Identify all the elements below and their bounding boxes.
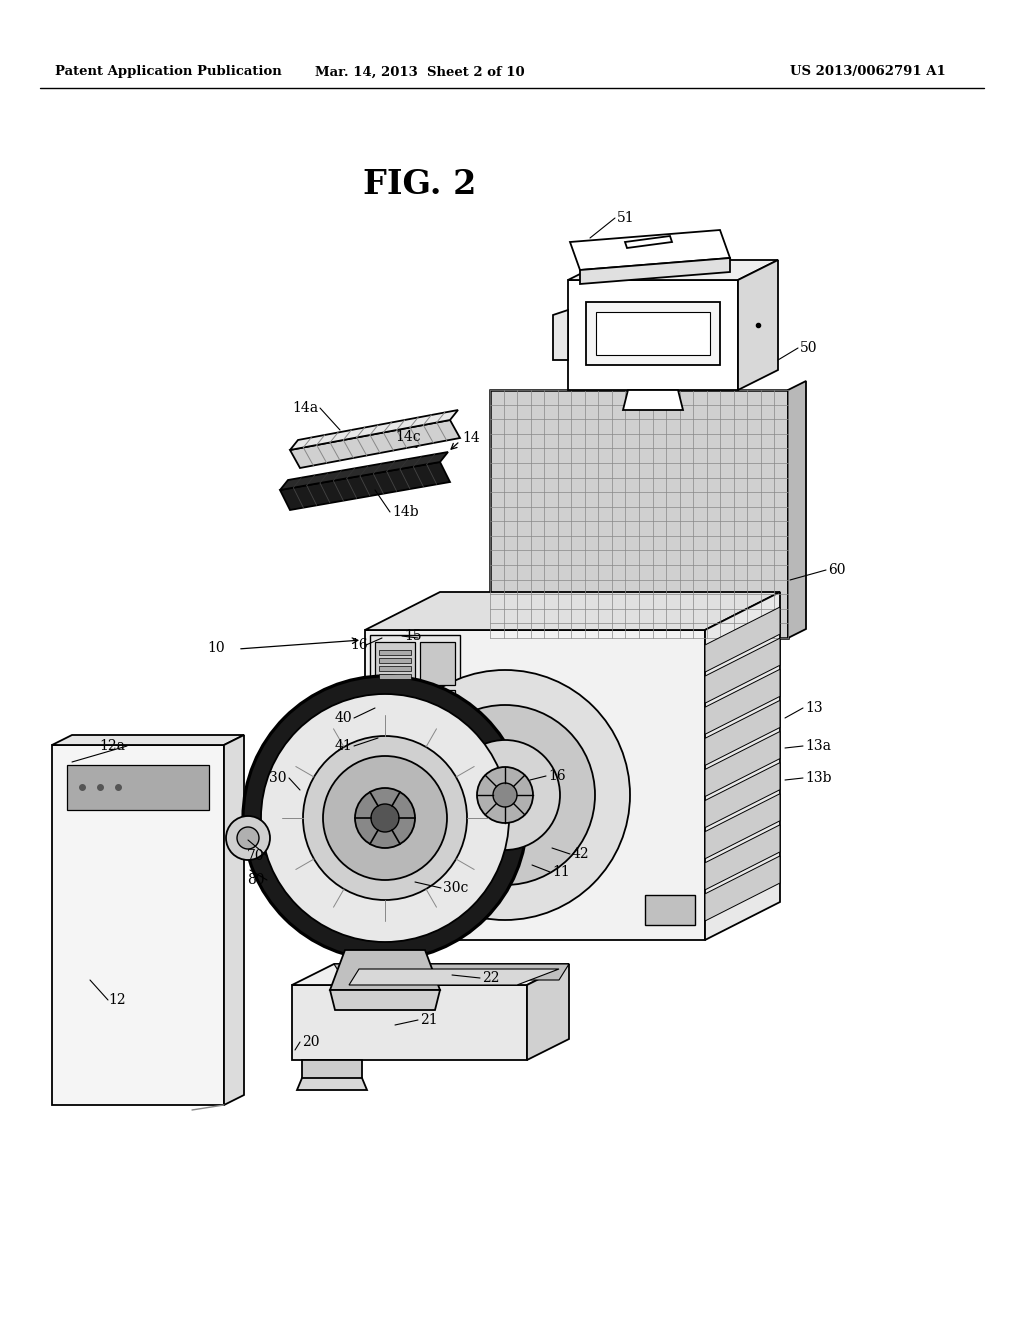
Circle shape bbox=[450, 741, 560, 850]
Text: 22: 22 bbox=[482, 972, 500, 985]
Text: 41: 41 bbox=[334, 739, 352, 752]
Polygon shape bbox=[705, 669, 780, 734]
Polygon shape bbox=[290, 411, 458, 450]
Polygon shape bbox=[292, 985, 527, 1060]
Polygon shape bbox=[705, 825, 780, 890]
Circle shape bbox=[261, 694, 509, 942]
Polygon shape bbox=[738, 260, 778, 389]
Polygon shape bbox=[365, 591, 780, 630]
Text: 10: 10 bbox=[208, 642, 225, 655]
Circle shape bbox=[226, 816, 270, 861]
Text: 13: 13 bbox=[805, 701, 822, 715]
Polygon shape bbox=[553, 310, 568, 360]
Polygon shape bbox=[705, 763, 780, 828]
Polygon shape bbox=[379, 657, 411, 663]
Text: 51: 51 bbox=[617, 211, 635, 224]
Polygon shape bbox=[297, 1078, 367, 1090]
Circle shape bbox=[323, 756, 447, 880]
Polygon shape bbox=[67, 766, 209, 810]
Text: 15: 15 bbox=[404, 630, 422, 643]
Polygon shape bbox=[705, 731, 780, 796]
Text: 14: 14 bbox=[462, 432, 480, 445]
Text: US 2013/0062791 A1: US 2013/0062791 A1 bbox=[790, 66, 946, 78]
Polygon shape bbox=[705, 793, 780, 859]
Text: 20: 20 bbox=[302, 1035, 319, 1049]
Circle shape bbox=[355, 788, 415, 847]
Polygon shape bbox=[568, 280, 738, 389]
Polygon shape bbox=[420, 642, 455, 685]
Text: 80: 80 bbox=[248, 873, 265, 887]
Text: 14a: 14a bbox=[292, 401, 318, 414]
Polygon shape bbox=[52, 735, 244, 744]
Polygon shape bbox=[52, 744, 224, 1105]
Text: 21: 21 bbox=[420, 1012, 437, 1027]
Text: 30: 30 bbox=[269, 771, 287, 785]
Text: 16: 16 bbox=[548, 770, 565, 783]
Polygon shape bbox=[705, 607, 780, 672]
Text: FIG. 2: FIG. 2 bbox=[364, 169, 477, 202]
Polygon shape bbox=[586, 302, 720, 366]
Circle shape bbox=[243, 676, 527, 960]
Polygon shape bbox=[302, 1060, 362, 1082]
Text: 11: 11 bbox=[552, 865, 569, 879]
Polygon shape bbox=[334, 964, 569, 979]
Polygon shape bbox=[420, 690, 455, 744]
Text: 50: 50 bbox=[800, 341, 817, 355]
Polygon shape bbox=[645, 895, 695, 925]
Polygon shape bbox=[280, 462, 450, 510]
Text: 60: 60 bbox=[828, 564, 846, 577]
Text: 12a: 12a bbox=[99, 739, 125, 752]
Polygon shape bbox=[527, 964, 569, 1060]
Circle shape bbox=[371, 804, 399, 832]
Text: 30c: 30c bbox=[443, 880, 468, 895]
Polygon shape bbox=[705, 701, 780, 766]
Polygon shape bbox=[280, 451, 449, 490]
Polygon shape bbox=[623, 389, 683, 411]
Text: 12: 12 bbox=[108, 993, 126, 1007]
Polygon shape bbox=[379, 667, 411, 671]
Polygon shape bbox=[224, 735, 244, 1105]
Polygon shape bbox=[705, 638, 780, 704]
Polygon shape bbox=[365, 630, 705, 940]
Circle shape bbox=[237, 828, 259, 849]
Polygon shape bbox=[490, 389, 788, 638]
Text: 40: 40 bbox=[335, 711, 352, 725]
Text: 13a: 13a bbox=[805, 739, 831, 752]
Circle shape bbox=[477, 767, 534, 822]
Polygon shape bbox=[705, 591, 780, 940]
Polygon shape bbox=[705, 855, 780, 921]
Text: Patent Application Publication: Patent Application Publication bbox=[55, 66, 282, 78]
Polygon shape bbox=[330, 950, 440, 990]
Circle shape bbox=[380, 671, 630, 920]
Polygon shape bbox=[596, 312, 710, 355]
Polygon shape bbox=[580, 257, 730, 284]
Polygon shape bbox=[570, 230, 730, 271]
Text: 70: 70 bbox=[248, 849, 265, 863]
Polygon shape bbox=[370, 635, 460, 750]
Polygon shape bbox=[625, 236, 672, 248]
Polygon shape bbox=[290, 420, 460, 469]
Polygon shape bbox=[379, 675, 411, 678]
Text: 14b: 14b bbox=[392, 506, 419, 519]
Polygon shape bbox=[349, 969, 559, 985]
Circle shape bbox=[493, 783, 517, 807]
Polygon shape bbox=[330, 990, 440, 1010]
Polygon shape bbox=[375, 642, 415, 685]
Text: 42: 42 bbox=[572, 847, 590, 861]
Circle shape bbox=[415, 705, 595, 884]
Polygon shape bbox=[292, 964, 569, 985]
Text: Mar. 14, 2013  Sheet 2 of 10: Mar. 14, 2013 Sheet 2 of 10 bbox=[315, 66, 525, 78]
Polygon shape bbox=[788, 381, 806, 638]
Text: 16: 16 bbox=[350, 638, 368, 652]
Polygon shape bbox=[379, 649, 411, 655]
Polygon shape bbox=[568, 260, 778, 280]
Text: 14c: 14c bbox=[395, 430, 421, 444]
Text: 13b: 13b bbox=[805, 771, 831, 785]
Circle shape bbox=[303, 737, 467, 900]
